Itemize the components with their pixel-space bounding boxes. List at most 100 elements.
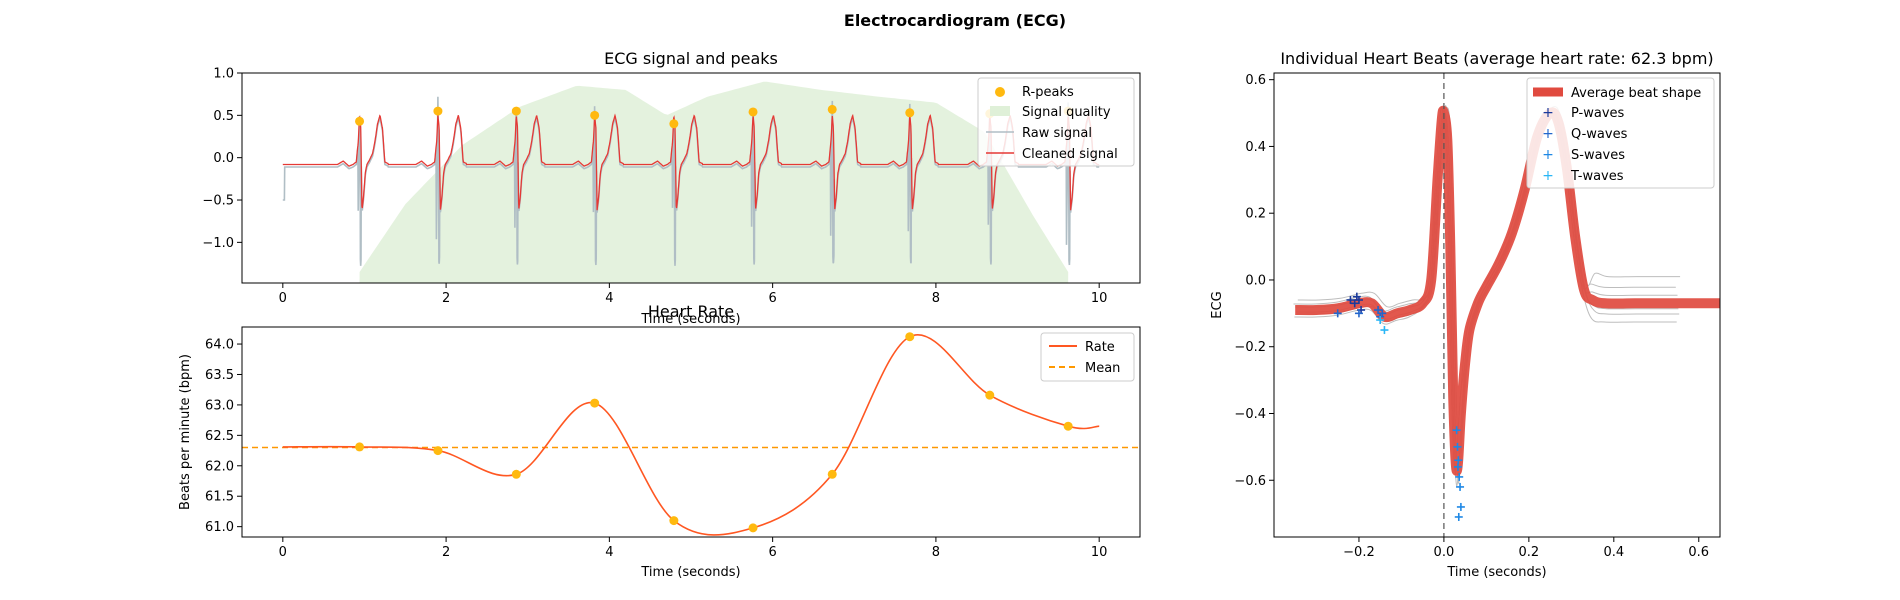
heart-beats-panel: Individual Heart Beats (average heart ra… <box>1210 49 1721 580</box>
hr-xtick-label: 8 <box>932 545 940 560</box>
hr-xtick-label: 6 <box>768 545 776 560</box>
legend-s-marker: + <box>1542 147 1554 163</box>
hr-panel-title: Heart Rate <box>648 302 734 321</box>
heart-rate-panel: Heart Rate 0 2 4 6 8 10 61.0 61.5 62.0 62.5 63.0 6… <box>178 302 1141 580</box>
ecg-ytick-label: 0.5 <box>213 109 234 124</box>
rate-point <box>669 516 679 526</box>
r-peak-point <box>433 106 443 116</box>
legend-q-label: Q-waves <box>1571 127 1628 142</box>
ecg-axes-frame <box>241 72 1141 284</box>
beats-xtick-label: −0.2 <box>1343 545 1375 560</box>
r-peak-point <box>355 116 365 126</box>
hr-legend: Rate Mean <box>1040 332 1135 382</box>
beats-x-ticks: −0.2 0.0 0.2 0.4 0.6 <box>1343 537 1709 560</box>
legend-s-label: S-waves <box>1571 148 1625 163</box>
beats-ytick-label: 0.4 <box>1245 140 1266 155</box>
hr-ytick-label: 63.5 <box>205 368 234 383</box>
hr-ytick-label: 63.0 <box>205 398 234 413</box>
r-peak-point <box>748 107 758 117</box>
legend-mean-label: Mean <box>1085 361 1120 376</box>
rate-line <box>282 334 1100 536</box>
rate-point <box>590 398 600 408</box>
ecg-xtick-label: 8 <box>932 291 940 306</box>
rate-point <box>511 469 521 479</box>
legend-q-marker: + <box>1542 126 1554 142</box>
hr-x-label: Time (seconds) <box>640 565 740 580</box>
legend-quality-label: Signal quality <box>1022 105 1111 120</box>
legend-t-label: T-waves <box>1570 169 1624 184</box>
beats-x-label: Time (seconds) <box>1446 565 1546 580</box>
rate-point <box>827 469 837 479</box>
hr-axes-frame <box>241 326 1141 538</box>
rate-point <box>355 442 365 452</box>
r-peak-point <box>590 110 600 120</box>
rate-point <box>748 523 758 533</box>
beats-ytick-label: 0.0 <box>1245 273 1266 288</box>
beats-legend: Average beat shape + P-waves + Q-waves +… <box>1526 77 1715 189</box>
hr-xtick-label: 10 <box>1091 545 1108 560</box>
beats-axes-frame <box>1273 72 1721 538</box>
ecg-ytick-label: 1.0 <box>213 67 234 82</box>
ecg-ytick-label: −1.0 <box>202 236 234 251</box>
signal-quality-area <box>359 81 1069 283</box>
average-beat-line <box>1295 105 1720 476</box>
r-peak-point <box>511 106 521 116</box>
ecg-x-label: Time (seconds) <box>640 312 740 327</box>
figure-title: Electrocardiogram (ECG) <box>844 11 1066 30</box>
rate-point <box>905 332 915 342</box>
ecg-panel-title: ECG signal and peaks <box>604 49 778 68</box>
beats-xtick-label: 0.4 <box>1603 545 1624 560</box>
legend-t-marker: + <box>1542 168 1554 184</box>
hr-xtick-label: 2 <box>442 545 450 560</box>
beats-y-ticks: −0.6 −0.4 −0.2 0.0 0.2 0.4 0.6 <box>1234 73 1274 489</box>
beats-ytick-label: −0.4 <box>1234 407 1266 422</box>
beats-legend-box <box>1526 77 1715 189</box>
hr-plot-area <box>242 332 1140 536</box>
beats-xtick-label: 0.6 <box>1688 545 1709 560</box>
hr-ytick-label: 61.5 <box>205 490 234 505</box>
legend-cleaned-label: Cleaned signal <box>1022 147 1118 162</box>
ecg-ytick-label: −0.5 <box>202 194 234 209</box>
hr-ytick-label: 62.0 <box>205 459 234 474</box>
ecg-plot-area <box>282 81 1100 283</box>
hr-ytick-label: 61.0 <box>205 520 234 535</box>
beats-ytick-label: −0.6 <box>1234 474 1266 489</box>
beats-ytick-label: 0.6 <box>1245 73 1266 88</box>
legend-p-label: P-waves <box>1571 106 1625 121</box>
ecg-xtick-label: 2 <box>442 291 450 306</box>
legend-rpeaks-marker <box>995 87 1005 97</box>
r-peak-point <box>827 104 837 114</box>
ecg-xtick-label: 6 <box>768 291 776 306</box>
beats-xtick-label: 0.0 <box>1434 545 1455 560</box>
ecg-ytick-label: 0.0 <box>213 151 234 166</box>
legend-rate-label: Rate <box>1085 340 1115 355</box>
legend-avg-label: Average beat shape <box>1571 86 1701 101</box>
rate-point <box>985 390 995 400</box>
hr-x-ticks: 0 2 4 6 8 10 <box>279 537 1108 560</box>
ecg-xtick-label: 10 <box>1091 291 1108 306</box>
beats-ytick-label: 0.2 <box>1245 207 1266 222</box>
legend-p-marker: + <box>1542 105 1554 121</box>
beats-ytick-label: −0.2 <box>1234 340 1266 355</box>
r-peak-point <box>669 119 679 129</box>
hr-xtick-label: 0 <box>279 545 287 560</box>
ecg-legend-box <box>977 77 1135 167</box>
ecg-x-ticks: 0 2 4 6 8 10 <box>279 283 1108 306</box>
rate-point <box>433 446 443 456</box>
ecg-xtick-label: 0 <box>279 291 287 306</box>
legend-raw-label: Raw signal <box>1022 126 1092 141</box>
ecg-xtick-label: 4 <box>605 291 613 306</box>
hr-ytick-label: 64.0 <box>205 338 234 353</box>
rate-point <box>1063 421 1073 431</box>
ecg-y-ticks: −1.0 −0.5 0.0 0.5 1.0 <box>202 67 242 251</box>
legend-rpeaks-label: R-peaks <box>1022 85 1074 100</box>
ecg-signal-panel: ECG signal and peaks 0 2 4 6 8 10 −1.0 −0.5 0.0… <box>202 49 1141 327</box>
cleaned-signal-line <box>282 113 1100 211</box>
legend-quality-swatch <box>990 106 1010 116</box>
hr-y-label: Beats per minute (bpm) <box>178 354 193 510</box>
hr-ytick-label: 62.5 <box>205 429 234 444</box>
r-peak-point <box>905 108 915 118</box>
hr-xtick-label: 4 <box>605 545 613 560</box>
beats-xtick-label: 0.2 <box>1519 545 1540 560</box>
